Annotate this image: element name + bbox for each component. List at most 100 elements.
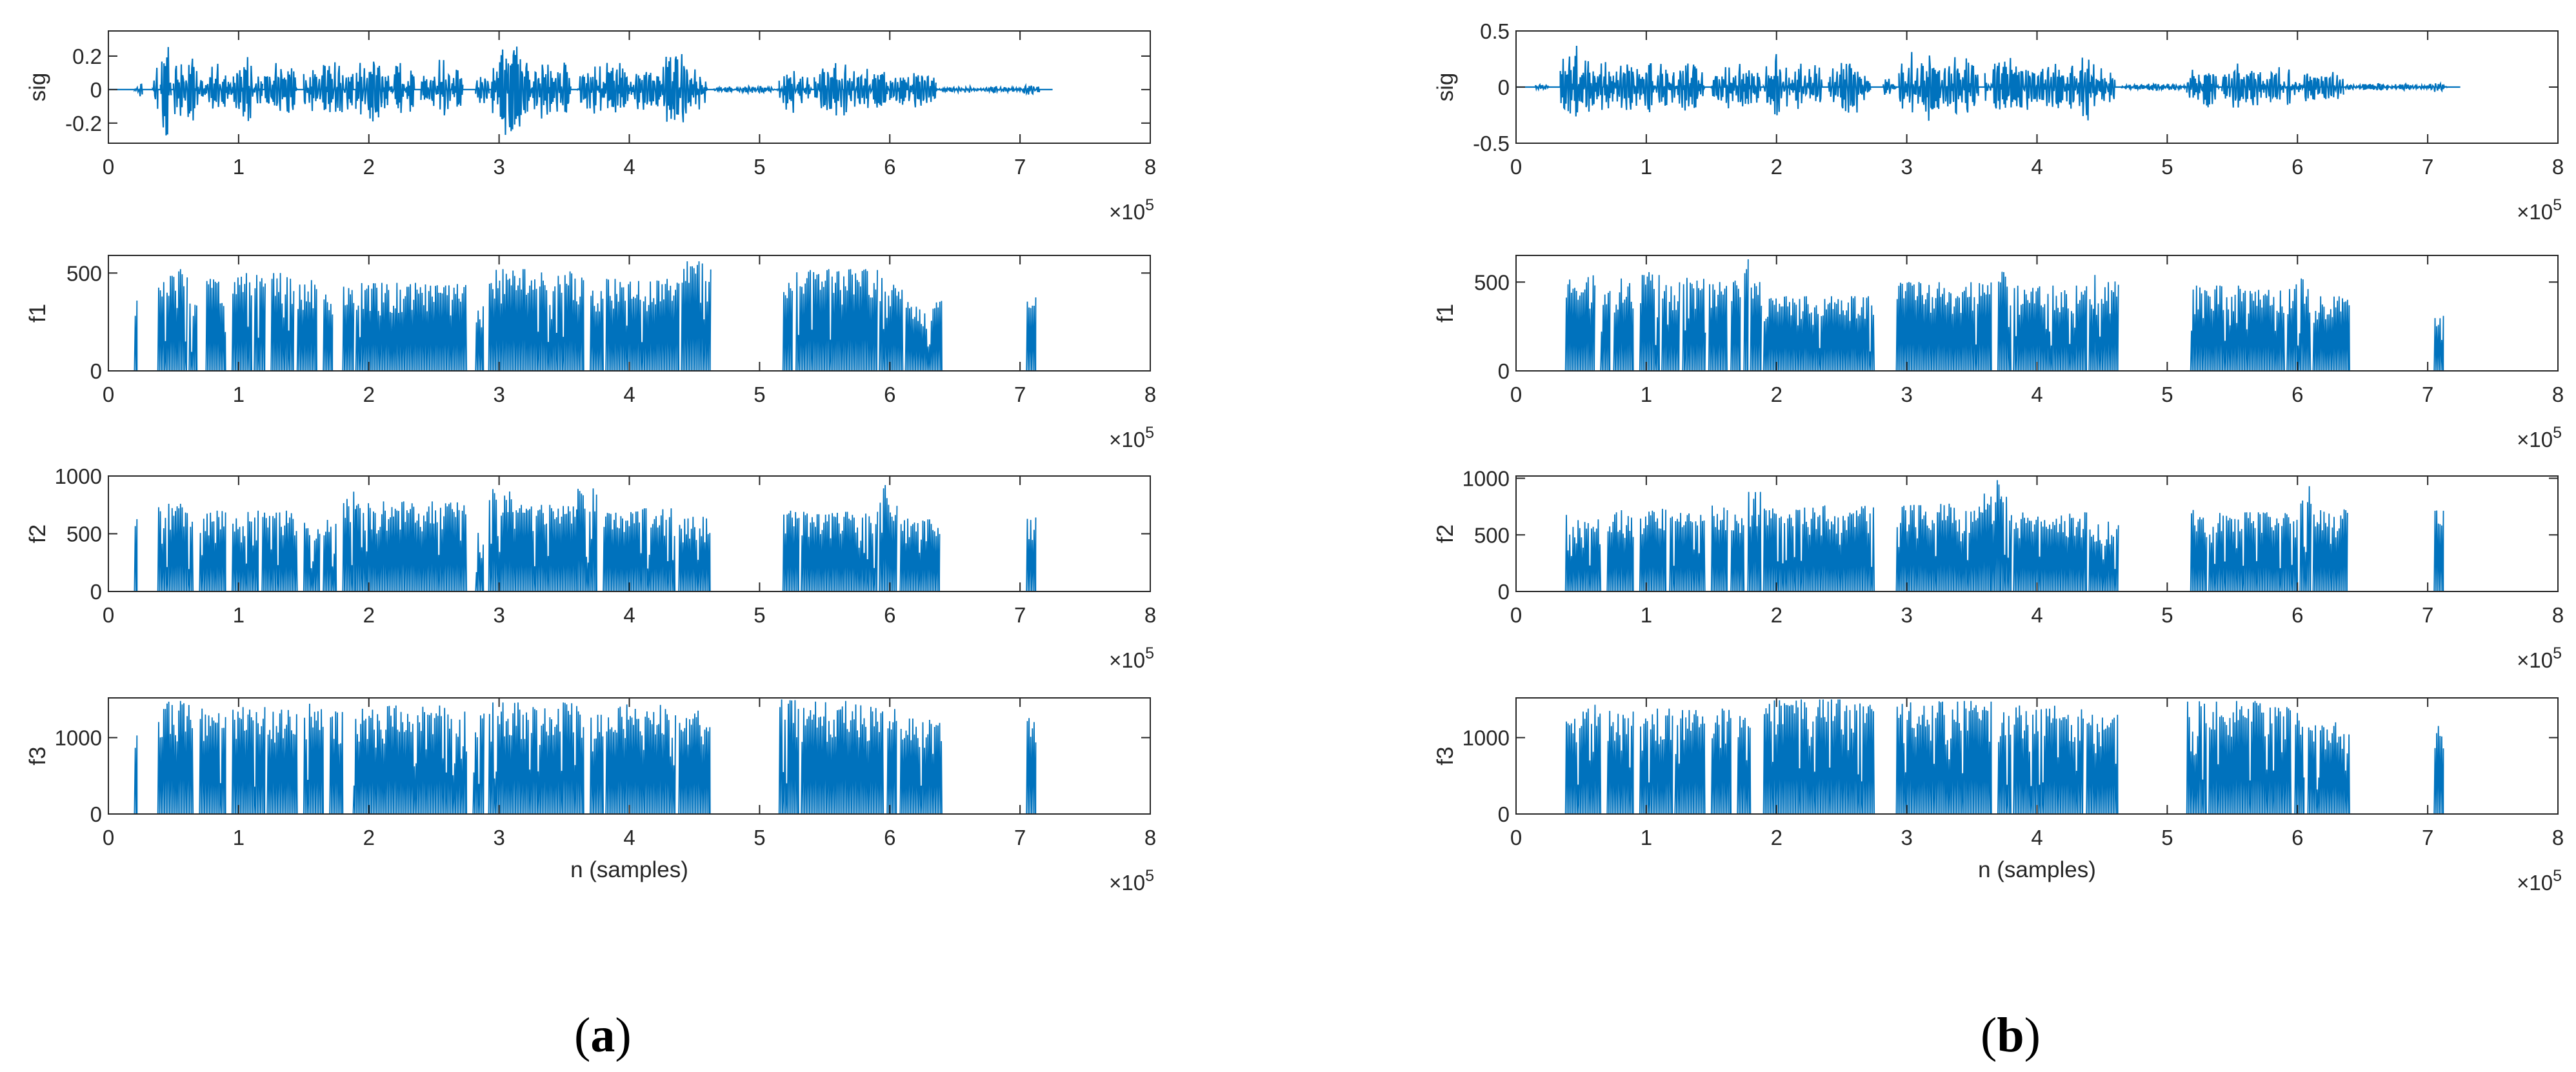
panel-a-f3-trace	[108, 699, 1053, 815]
panel-a-f3-xtick-label: 1	[233, 826, 245, 849]
panel-b-f3-trace	[1516, 699, 2461, 815]
panel-b-f1-xtick-label: 8	[2552, 382, 2564, 406]
panel-b-f3-x-exponent: ×105	[2517, 867, 2562, 895]
panel-a-sig-xtick-label: 2	[363, 155, 375, 179]
panel-a-f2-xtick-label: 5	[754, 603, 765, 627]
panel-b-f3-xtick-label: 6	[2291, 826, 2303, 849]
panel-a-f2-xtick-label: 6	[884, 603, 895, 627]
panel-a-f1-xtick-label: 4	[623, 382, 635, 406]
panel-a-f2-trace	[108, 484, 1053, 592]
panel-b-f2-xtick-label: 4	[2031, 603, 2042, 627]
panel-b-f2-ytick-label: 500	[1474, 523, 1510, 547]
panel-a-f2-x-exponent-power: 5	[1145, 644, 1154, 662]
panel-a-f2-xtick-label: 4	[623, 603, 635, 627]
panel-a-sig-xtick-label: 7	[1014, 155, 1026, 179]
panel-b-f2-x-exponent-base: ×10	[2517, 648, 2553, 672]
panel-a-f3-xtick-label: 5	[754, 826, 765, 849]
panel-b-sig-ylabel: sig	[1433, 73, 1458, 102]
panel-b-f1-x-exponent-base: ×10	[2517, 428, 2553, 452]
panel-a-f2-xtick-label: 2	[363, 603, 375, 627]
panel-b-sig-x-exponent-base: ×10	[2517, 200, 2553, 224]
panel-a-sig-ylabel: sig	[25, 73, 50, 102]
panel-label-a-letter: a	[590, 1008, 615, 1062]
panel-a-sig-x-exponent-power: 5	[1145, 196, 1154, 214]
panel-b-f1-xtick-label: 7	[2422, 382, 2433, 406]
panel-a-f3-xtick-label: 6	[884, 826, 895, 849]
panel-b-f1-x-exponent: ×105	[2517, 424, 2562, 452]
panel-b-f1-xtick-label: 1	[1641, 382, 1652, 406]
panel-b-f2-ytick-label: 1000	[1463, 467, 1510, 491]
panel-b-sig-ytick-label: 0.5	[1480, 19, 1510, 43]
panel-b-f2-xtick-label: 2	[1771, 603, 1782, 627]
panel-a-f1-xtick-label: 8	[1144, 382, 1156, 406]
panel-b-f3-xtick-label: 0	[1510, 826, 1522, 849]
panel-b-f1-xtick-label: 3	[1901, 382, 1912, 406]
panel-b-f1-xtick-label: 0	[1510, 382, 1522, 406]
panel-b-f3-xtick-label: 2	[1771, 826, 1782, 849]
panel-b-f3-xlabel: n (samples)	[1978, 857, 2096, 882]
panel-b-sig-ytick-label: -0.5	[1473, 132, 1510, 155]
panel-a-f1-xtick-label: 7	[1014, 382, 1026, 406]
panel-a-f3-xtick-label: 8	[1144, 826, 1156, 849]
panel-a-f3-xtick-label: 4	[623, 826, 635, 849]
panel-a-f1-x-exponent-base: ×10	[1109, 428, 1145, 452]
panel-a-sig-xtick-label: 1	[233, 155, 245, 179]
panel-a-sig-x-exponent: ×105	[1109, 196, 1154, 224]
panel-a-sig-ytick-label: -0.2	[65, 112, 102, 135]
panel-b-sig-ytick-label: 0	[1498, 75, 1510, 99]
panel-a-f1-ylabel: f1	[25, 304, 50, 323]
panel-a-f1-trace	[108, 261, 1053, 372]
panel-a-sig-xtick-label: 8	[1144, 155, 1156, 179]
panel-b-f3-xtick-label: 7	[2422, 826, 2433, 849]
panel-b-f3-ylabel: f3	[1433, 746, 1458, 765]
panel-label-a-close: )	[615, 1008, 632, 1062]
panel-a-f3-xlabel: n (samples)	[570, 857, 688, 882]
panel-a-sig-xtick-label: 0	[103, 155, 114, 179]
panel-b-f3-ytick-label: 1000	[1463, 726, 1510, 750]
panel-a-f3-xtick-label: 0	[103, 826, 114, 849]
panel-a-sig-ytick-label: 0.2	[72, 45, 102, 68]
panel-a-f3-xtick-label: 2	[363, 826, 375, 849]
panel-a-f2-xtick-label: 1	[233, 603, 245, 627]
panel-b-f2-xtick-label: 0	[1510, 603, 1522, 627]
panel-b-sig-xtick-label: 4	[2031, 155, 2042, 179]
panel-b-f3-x-exponent-power: 5	[2553, 867, 2562, 885]
panel-a-f1-xtick-label: 5	[754, 382, 765, 406]
panel-b-f2-x-exponent-power: 5	[2553, 644, 2562, 662]
panel-a-f3-ytick-label: 1000	[55, 726, 102, 750]
panel-b-f2-xtick-label: 7	[2422, 603, 2433, 627]
panel-a-f2-x-exponent-base: ×10	[1109, 648, 1145, 672]
panel-b-f1-xtick-label: 6	[2291, 382, 2303, 406]
panel-b-f3-xtick-label: 5	[2161, 826, 2173, 849]
panel-b-sig-xtick-label: 8	[2552, 155, 2564, 179]
panel-label-b-open: (	[1981, 1008, 1997, 1062]
panel-label-a: (a)	[574, 1007, 632, 1064]
panel-b-f2-xtick-label: 6	[2291, 603, 2303, 627]
panel-b-sig-x-exponent-power: 5	[2553, 196, 2562, 214]
panel-a-f2-ytick-label: 500	[66, 522, 102, 546]
panel-b-sig-xtick-label: 7	[2422, 155, 2433, 179]
panel-a-f2-xtick-label: 8	[1144, 603, 1156, 627]
panel-b-f3-xtick-label: 8	[2552, 826, 2564, 849]
panel-b-sig-xtick-label: 5	[2161, 155, 2173, 179]
panel-a-f1-xtick-label: 1	[233, 382, 245, 406]
panel-a-f3-xtick-label: 7	[1014, 826, 1026, 849]
panel-b-f1-trace	[1516, 259, 2461, 372]
panel-a-f1-xtick-label: 3	[493, 382, 504, 406]
panel-a-f1-xtick-label: 6	[884, 382, 895, 406]
panel-b-sig-xtick-label: 1	[1641, 155, 1652, 179]
panel-a-f2-ytick-label: 1000	[55, 464, 102, 488]
panel-a-f3-x-exponent: ×105	[1109, 867, 1154, 895]
panel-b-f2-xtick-label: 5	[2161, 603, 2173, 627]
panel-a-sig-x-exponent-base: ×10	[1109, 200, 1145, 224]
panel-a-f1-x-exponent: ×105	[1109, 424, 1154, 452]
panel-a-f1-ytick-label: 500	[66, 261, 102, 285]
panel-b-f1-xtick-label: 2	[1771, 382, 1782, 406]
panel-b-sig-xtick-label: 0	[1510, 155, 1522, 179]
panel-a-sig-xtick-label: 4	[623, 155, 635, 179]
